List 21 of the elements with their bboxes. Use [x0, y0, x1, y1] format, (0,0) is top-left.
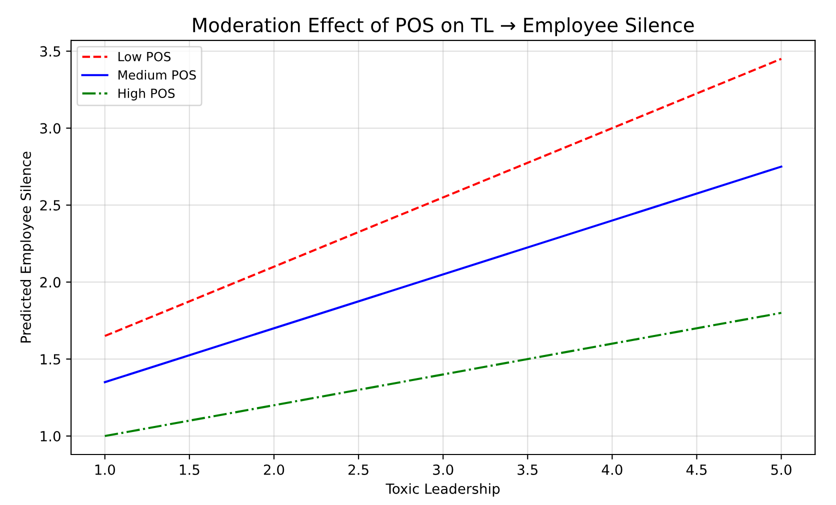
x-tick-label: 1.5	[180, 464, 200, 475]
x-tick-label: 2.5	[348, 464, 368, 475]
y-tick-label: 1.0	[40, 430, 60, 442]
y-tick-label: 3.5	[40, 46, 60, 57]
x-tick-label: 2.0	[264, 464, 284, 475]
y-axis-title: Predicted Employee Silence	[20, 152, 34, 343]
x-tick-label: 3.5	[518, 464, 538, 475]
legend-label: Medium POS	[118, 70, 196, 80]
x-axis-title: Toxic Leadership	[386, 483, 500, 497]
x-tick-label: 4.0	[602, 464, 622, 475]
x-tick-label: 1.0	[95, 464, 115, 475]
y-tick-label: 3.0	[40, 123, 60, 134]
x-tick-label: 5.0	[771, 464, 792, 475]
legend-label: Low POS	[118, 52, 171, 62]
x-tick-label: 4.5	[686, 464, 707, 475]
x-tick-label: 3.0	[433, 464, 454, 475]
chart-title: Moderation Effect of POS on TL → Employee Silence	[193, 17, 694, 36]
y-tick-label: 1.5	[40, 354, 60, 365]
legend-label: High POS	[118, 88, 175, 100]
y-tick-label: 2.5	[40, 200, 60, 211]
y-tick-label: 2.0	[40, 277, 60, 288]
